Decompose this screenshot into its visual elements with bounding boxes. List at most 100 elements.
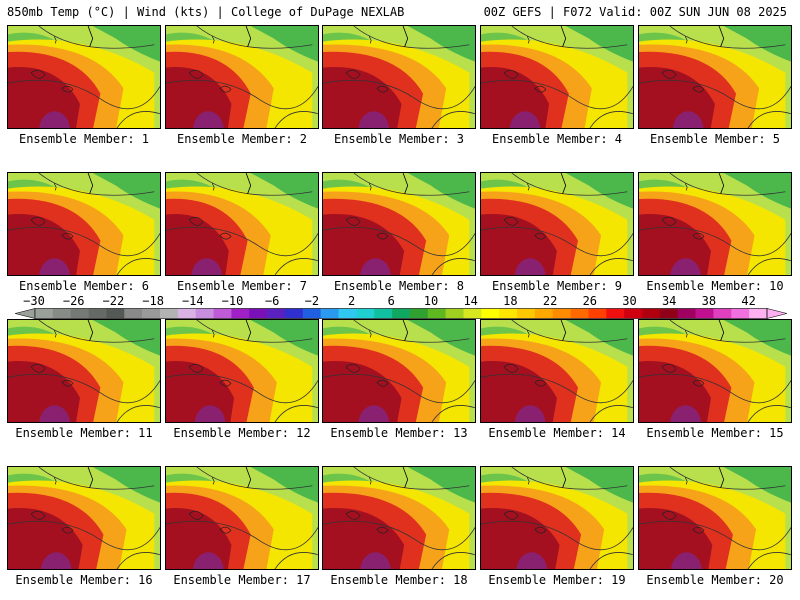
ensemble-member-panel: Ensemble Member: 5 [638, 25, 792, 146]
colorbar-tick-label: −2 [304, 294, 320, 308]
ensemble-member-panel: Ensemble Member: 13 [322, 319, 476, 440]
colorbar-segment [552, 308, 571, 319]
colorbar-tick-label: 38 [701, 294, 717, 308]
colorbar-segment [106, 308, 125, 319]
colorbar-segment [749, 308, 768, 319]
colorbar-segment [677, 308, 696, 319]
temperature-map [7, 172, 161, 276]
ensemble-member-label: Ensemble Member: 15 [646, 426, 784, 440]
ensemble-member-label: Ensemble Member: 8 [333, 279, 465, 293]
colorbar-segment [338, 308, 357, 319]
colorbar-segment [159, 308, 179, 319]
ensemble-member-label: Ensemble Member: 7 [176, 279, 308, 293]
colorbar-tick-label: −30 [23, 294, 45, 308]
colorbar-segment [374, 308, 393, 319]
ensemble-member-panel: Ensemble Member: 2 [165, 25, 319, 146]
ensemble-member-label: Ensemble Member: 1 [18, 132, 150, 146]
temperature-map [638, 172, 792, 276]
colorbar-segment [499, 308, 518, 319]
ensemble-member-panel: Ensemble Member: 16 [7, 466, 161, 587]
temperature-map [480, 172, 634, 276]
temperature-map [7, 25, 161, 129]
colorbar-segment [231, 308, 250, 319]
colorbar-segment [606, 308, 625, 319]
colorbar-tick-label: 30 [622, 294, 637, 308]
temperature-map [322, 25, 476, 129]
temperature-map [322, 319, 476, 423]
ensemble-member-label: Ensemble Member: 16 [15, 573, 153, 587]
colorbar-segment [124, 308, 143, 319]
ensemble-member-label: Ensemble Member: 9 [491, 279, 623, 293]
colorbar-segment [588, 308, 607, 319]
ensemble-member-label: Ensemble Member: 3 [333, 132, 465, 146]
colorbar-tick-label: −22 [102, 294, 125, 308]
ensemble-member-panel: Ensemble Member: 10 [638, 172, 792, 293]
temperature-map [638, 25, 792, 129]
colorbar-tick-label: −6 [264, 294, 280, 308]
ensemble-member-panel: Ensemble Member: 3 [322, 25, 476, 146]
colorbar-tick-label: 26 [582, 294, 598, 308]
temperature-map [638, 319, 792, 423]
ensemble-member-panel: Ensemble Member: 14 [480, 319, 634, 440]
colorbar-segment [731, 308, 750, 319]
colorbar-segment [249, 308, 268, 319]
ensemble-member-label: Ensemble Member: 18 [330, 573, 468, 587]
temperature-map [480, 319, 634, 423]
colorbar-segment [713, 308, 732, 319]
colorbar-tick-label: 18 [503, 294, 518, 308]
ensemble-member-panel: Ensemble Member: 6 [7, 172, 161, 293]
ensemble-member-label: Ensemble Member: 20 [646, 573, 784, 587]
colorbar-segment [284, 308, 304, 319]
temperature-map [322, 172, 476, 276]
colorbar-tick-label: 42 [741, 294, 756, 308]
colorbar-tick-label: −26 [62, 294, 85, 308]
colorbar-tick-label: −18 [142, 294, 164, 308]
colorbar-segment [142, 308, 161, 319]
colorbar-segment [517, 308, 536, 319]
colorbar-strip [15, 308, 787, 319]
ensemble-member-panel: Ensemble Member: 12 [165, 319, 319, 440]
ensemble-member-panel: Ensemble Member: 9 [480, 172, 634, 293]
ensemble-member-panel: Ensemble Member: 15 [638, 319, 792, 440]
colorbar-segment [267, 308, 286, 319]
colorbar-segment [409, 308, 429, 319]
colorbar-segment [624, 308, 643, 319]
temperature-map [480, 466, 634, 570]
ensemble-member-label: Ensemble Member: 17 [173, 573, 311, 587]
colorbar-tick-label: 34 [661, 294, 677, 308]
ensemble-member-label: Ensemble Member: 14 [488, 426, 626, 440]
colorbar-segment [695, 308, 714, 319]
colorbar-segment [463, 308, 482, 319]
ensemble-member-panel: Ensemble Member: 1 [7, 25, 161, 146]
ensemble-member-label: Ensemble Member: 19 [488, 573, 626, 587]
colorbar-tick-label: 22 [542, 294, 558, 308]
colorbar-tick-label: 14 [463, 294, 478, 308]
temperature-map [165, 466, 319, 570]
colorbar-segment [392, 308, 411, 319]
temperature-map [165, 25, 319, 129]
temperature-map [638, 466, 792, 570]
ensemble-member-panel: Ensemble Member: 11 [7, 319, 161, 440]
colorbar-segment [195, 308, 214, 319]
temperature-map [165, 172, 319, 276]
colorbar-segment [659, 308, 679, 319]
colorbar-segment [213, 308, 232, 319]
colorbar-segment [356, 308, 375, 319]
temperature-colorbar: −30 −26 −22 −18 −14 −10 −6 −2 2 6 10 14 18 22 26 30 34 38… [0, 294, 800, 324]
temperature-map [322, 466, 476, 570]
ensemble-member-panel: Ensemble Member: 8 [322, 172, 476, 293]
colorbar-segment [445, 308, 464, 319]
map-title: 850mb Temp (°C) | Wind (kts) | College o… [7, 5, 405, 19]
colorbar-segment [570, 308, 589, 319]
temperature-map [480, 25, 634, 129]
colorbar-segment [302, 308, 321, 319]
ensemble-member-panel: Ensemble Member: 4 [480, 25, 634, 146]
ensemble-member-label: Ensemble Member: 2 [176, 132, 308, 146]
ensemble-member-label: Ensemble Member: 10 [646, 279, 784, 293]
colorbar-tick-label: −10 [221, 294, 244, 308]
colorbar-segment [427, 308, 446, 319]
ensemble-member-panel: Ensemble Member: 18 [322, 466, 476, 587]
colorbar-tick-label: −14 [181, 294, 204, 308]
ensemble-member-label: Ensemble Member: 4 [491, 132, 623, 146]
colorbar-tick-label: 10 [423, 294, 439, 308]
